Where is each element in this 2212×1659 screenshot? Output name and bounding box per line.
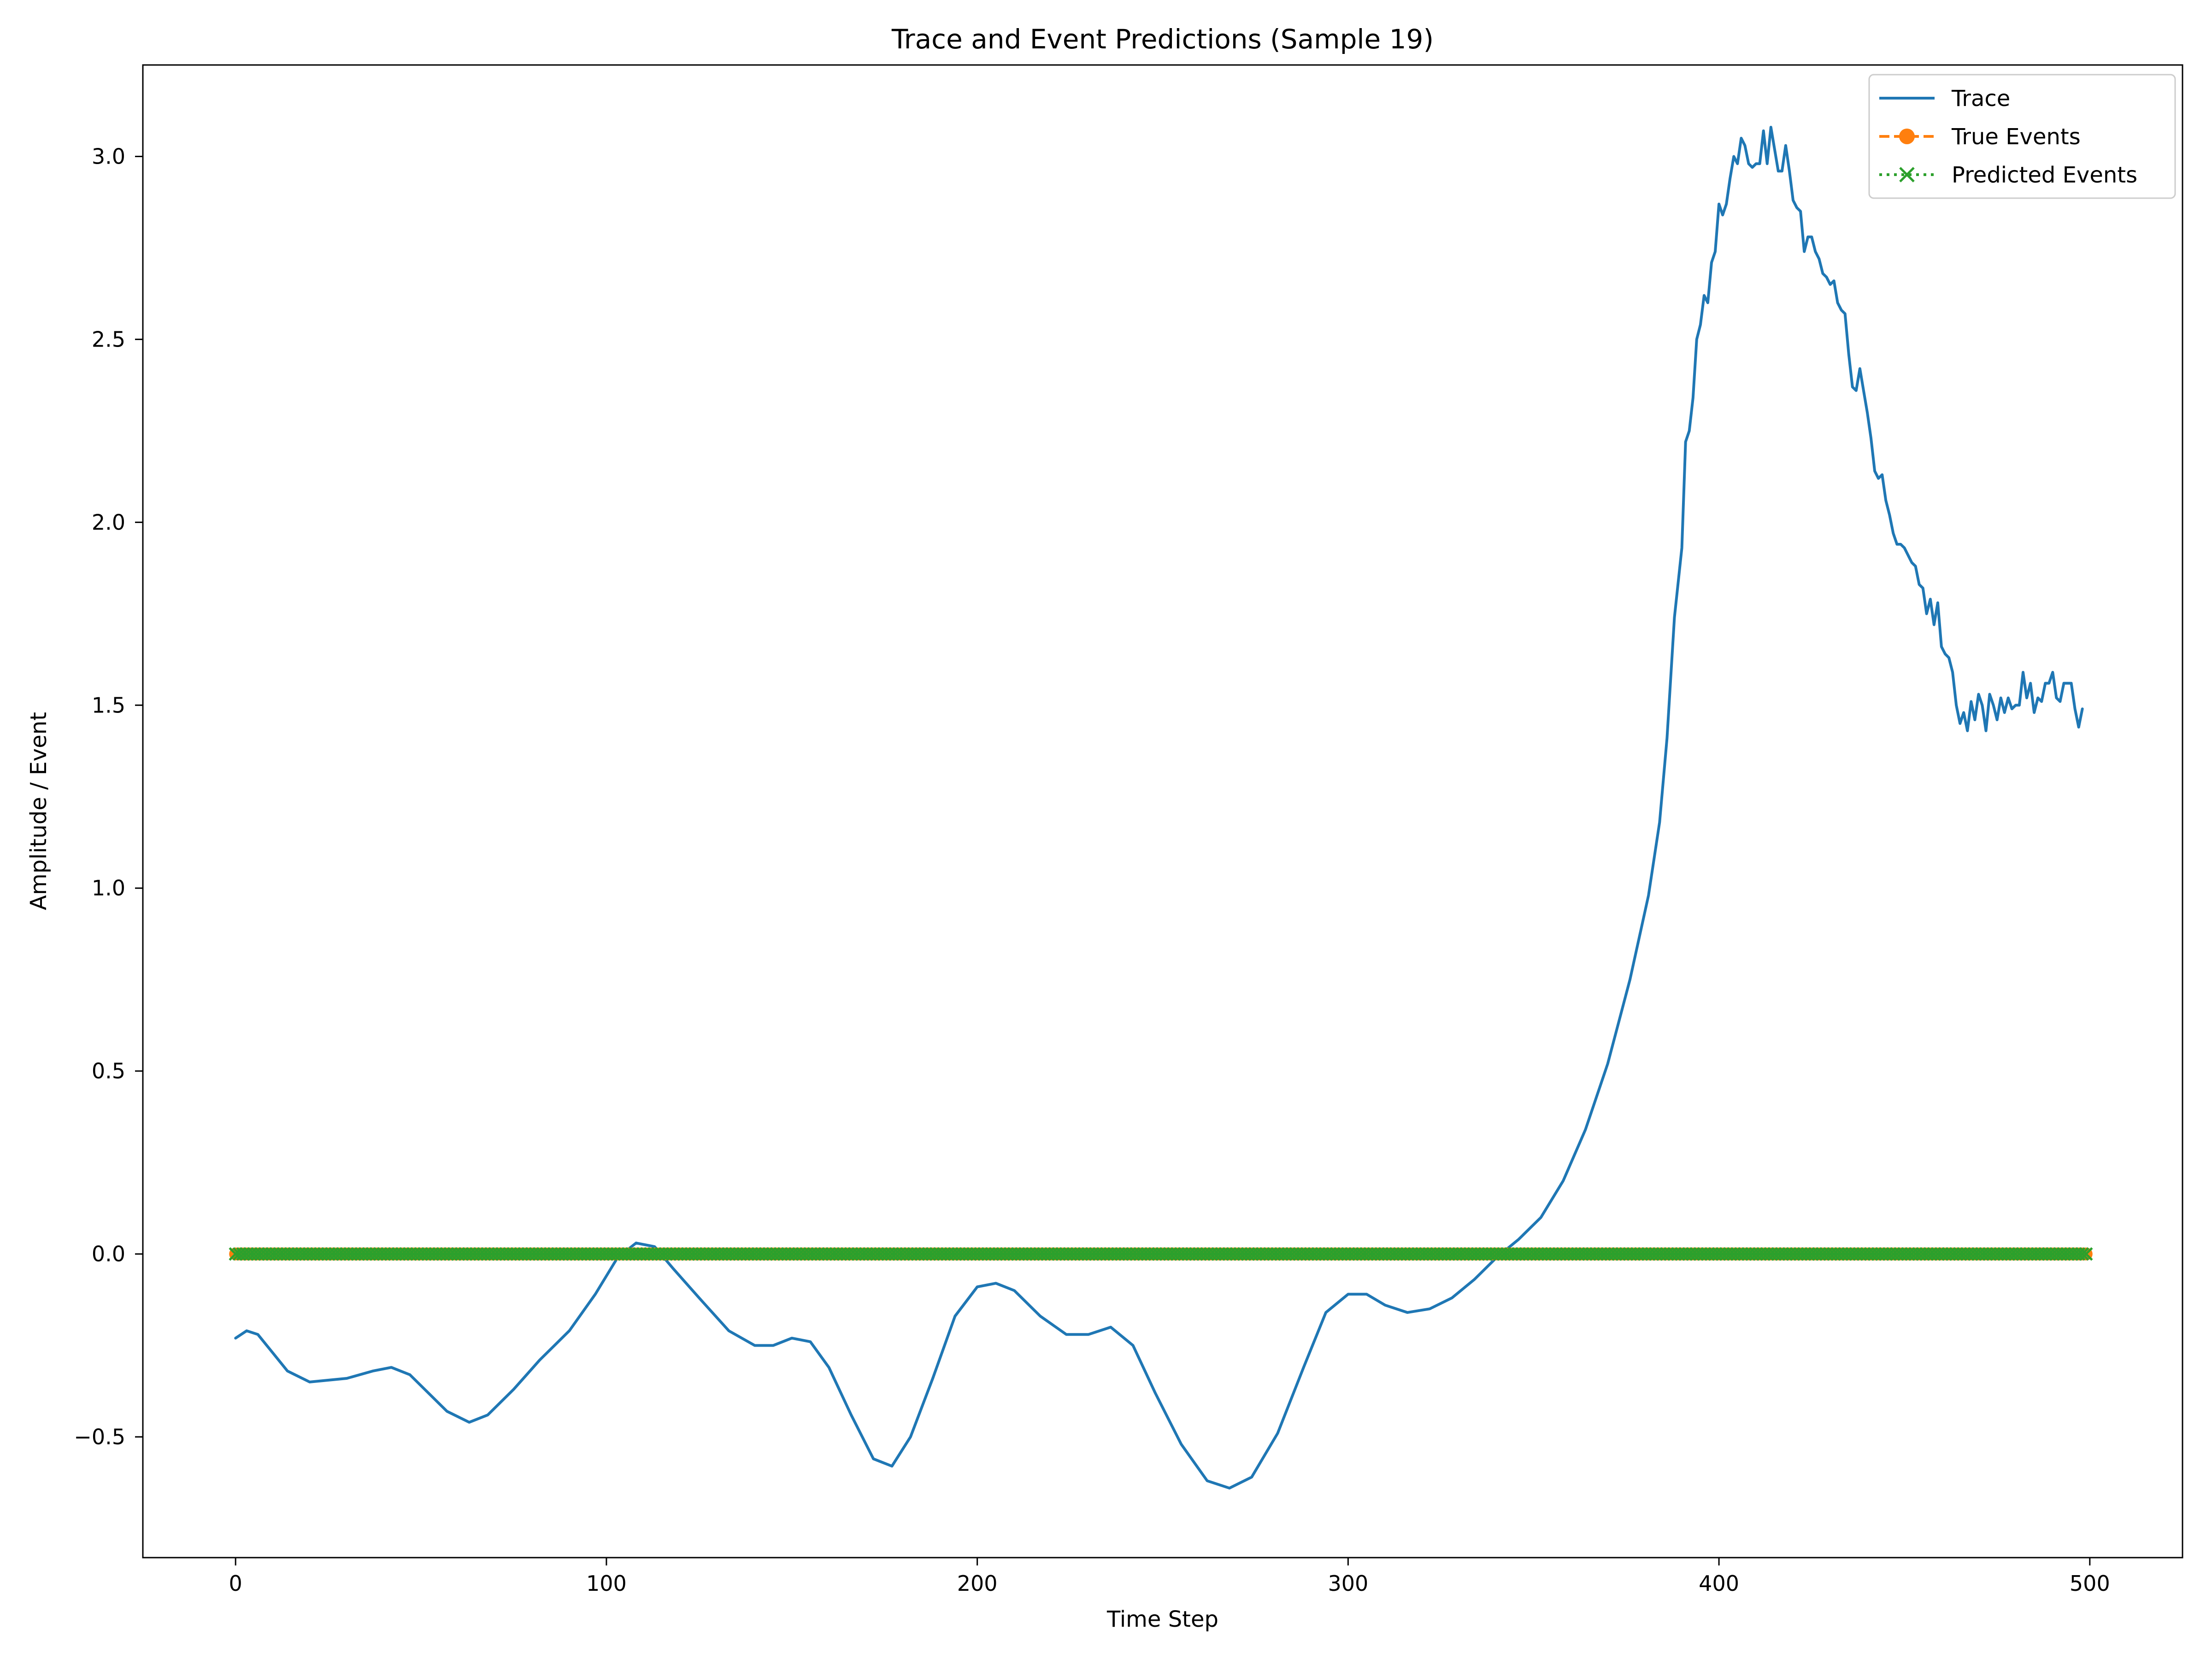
y-tick-label: 2.0	[92, 510, 125, 535]
x-tick-label: 400	[1699, 1571, 1739, 1596]
x-tick-label: 300	[1328, 1571, 1368, 1596]
predicted-event-marker	[2079, 1247, 2093, 1261]
y-tick-label: 1.0	[92, 876, 125, 900]
y-tick-label: 1.5	[92, 693, 125, 718]
legend-marker-x	[1899, 167, 1915, 182]
x-tick-label: 500	[2070, 1571, 2110, 1596]
x-axis-ticks: 0 100 200 300 400 500	[229, 1558, 2110, 1596]
y-tick-label: 2.5	[92, 327, 125, 352]
plot-frame	[142, 64, 2183, 1559]
legend-label: Trace	[1951, 86, 2010, 112]
plot-content	[229, 126, 2093, 1490]
x-tick-label: 0	[229, 1571, 242, 1596]
legend: Trace True Events Predicted Events	[1868, 74, 2176, 199]
legend-label: True Events	[1951, 124, 2081, 150]
legend-label: Predicted Events	[1952, 162, 2137, 188]
legend-box	[1868, 74, 2176, 199]
x-axis-label: Time Step	[1106, 1606, 1218, 1632]
y-axis-label: Amplitude / Event	[26, 712, 52, 910]
y-tick-label: −0.5	[74, 1424, 125, 1449]
y-tick-label: 3.0	[92, 144, 125, 169]
legend-entry-predicted-events: Predicted Events	[1879, 162, 2137, 188]
chart-title: Trace and Event Predictions (Sample 19)	[891, 24, 1434, 55]
legend-entry-true-events: True Events	[1879, 124, 2081, 150]
predicted-events-markers	[229, 1247, 2093, 1261]
y-tick-label: 0.5	[92, 1059, 125, 1083]
predicted-event-marker	[2075, 1247, 2089, 1261]
legend-marker-circle	[1899, 129, 1915, 144]
y-axis-ticks: −0.5 0.0 0.5 1.0 1.5 2.0 2.5 3.0	[74, 144, 143, 1449]
legend-entry-trace: Trace	[1879, 86, 2010, 112]
trace-series-line	[234, 126, 2084, 1490]
x-tick-label: 100	[586, 1571, 627, 1596]
x-tick-label: 200	[957, 1571, 998, 1596]
y-tick-label: 0.0	[92, 1241, 125, 1266]
